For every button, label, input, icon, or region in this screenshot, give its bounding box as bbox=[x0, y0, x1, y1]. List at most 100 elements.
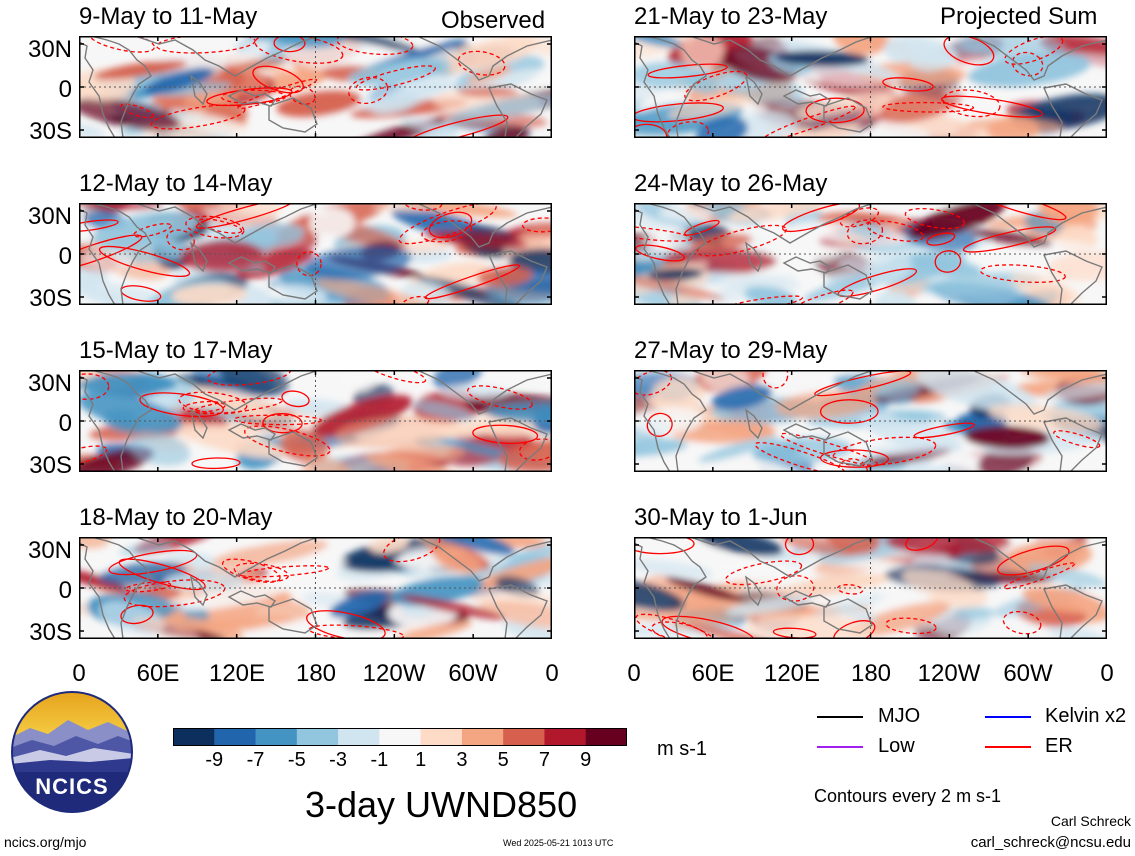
er-contour bbox=[1004, 36, 1064, 65]
er-contour bbox=[98, 245, 191, 277]
wind-anomaly-patch bbox=[892, 254, 982, 277]
er-contour bbox=[962, 226, 1057, 253]
er-contour bbox=[457, 50, 506, 76]
colorbar-swatch bbox=[338, 728, 380, 746]
wind-anomaly-patch bbox=[915, 370, 1038, 413]
legend-label-low: Low bbox=[878, 735, 915, 757]
wind-anomaly-patch bbox=[169, 108, 274, 138]
er-contour bbox=[120, 604, 154, 625]
lon-label: 120E bbox=[763, 660, 821, 687]
colorbar-swatch bbox=[585, 728, 627, 746]
wind-anomaly-patch bbox=[172, 616, 296, 632]
coastline bbox=[823, 431, 873, 467]
er-contour bbox=[206, 370, 292, 386]
coastline bbox=[782, 256, 831, 274]
er-contour bbox=[252, 65, 304, 94]
legend-label-kelvin: Kelvin x2 bbox=[1045, 705, 1127, 727]
coastline bbox=[79, 36, 152, 138]
er-contour bbox=[467, 385, 533, 410]
panel-title: 12-May to 14-May bbox=[79, 170, 273, 197]
colorbar-tick-label: 9 bbox=[580, 749, 592, 771]
wind-anomaly-patch bbox=[79, 98, 181, 131]
panel-title: 24-May to 26-May bbox=[634, 170, 828, 197]
coastline bbox=[134, 370, 320, 411]
er-contour bbox=[882, 101, 975, 113]
coastline bbox=[487, 584, 548, 639]
er-contour bbox=[296, 251, 322, 277]
wind-anomaly-patch bbox=[1005, 540, 1093, 575]
wind-anomaly-patch bbox=[179, 240, 263, 272]
wind-anomaly-patch bbox=[509, 248, 552, 275]
coastline bbox=[416, 537, 552, 582]
site-link[interactable]: ncics.org/mjo bbox=[4, 834, 87, 850]
wind-anomaly-patch bbox=[892, 409, 946, 423]
coastline bbox=[487, 83, 548, 138]
wind-anomaly-patch bbox=[836, 605, 877, 622]
wind-anomaly-patch bbox=[179, 579, 297, 611]
er-contour bbox=[725, 560, 803, 586]
lon-label: 180 bbox=[850, 660, 892, 687]
email-link[interactable]: carl_schreck@ncsu.edu bbox=[970, 834, 1131, 851]
wind-anomaly-patch bbox=[91, 211, 200, 248]
coastline bbox=[744, 575, 763, 607]
lon-label: 120W bbox=[917, 660, 981, 687]
coastline bbox=[416, 370, 552, 415]
wind-anomaly-patch bbox=[79, 123, 105, 138]
wind-anomaly-patch bbox=[781, 537, 859, 557]
lon-label: 120E bbox=[208, 660, 266, 687]
wind-anomaly-patch bbox=[864, 251, 912, 285]
coastline bbox=[268, 431, 318, 467]
colorbar-swatch bbox=[296, 728, 339, 746]
wind-anomaly-patch bbox=[678, 270, 803, 291]
wind-anomaly-patch bbox=[1042, 381, 1107, 401]
er-contour bbox=[839, 207, 880, 228]
coastline bbox=[1042, 83, 1103, 138]
coastline bbox=[1042, 584, 1103, 639]
lat-label: 0 bbox=[58, 577, 72, 604]
colorbar-tick-label: -1 bbox=[370, 749, 389, 771]
er-contour bbox=[814, 370, 912, 397]
wind-anomaly-patch bbox=[94, 60, 188, 80]
er-contour bbox=[1002, 610, 1042, 635]
er-contour bbox=[336, 36, 414, 56]
wind-anomaly-patch bbox=[910, 51, 953, 72]
colorbar-swatch bbox=[255, 728, 298, 746]
coastline bbox=[971, 36, 1107, 81]
wind-anomaly-patch bbox=[315, 278, 433, 305]
er-contour bbox=[206, 87, 293, 107]
er-contour bbox=[79, 219, 119, 233]
colorbar bbox=[173, 728, 627, 746]
wind-anomaly-patch bbox=[399, 116, 460, 138]
er-contour bbox=[472, 424, 539, 444]
column-title-projected: Projected Sum bbox=[940, 3, 1098, 30]
map-panel bbox=[79, 36, 552, 138]
er-contour bbox=[782, 203, 861, 233]
wind-anomaly-patch bbox=[741, 562, 833, 595]
er-contour bbox=[761, 105, 856, 138]
wind-anomaly-patch bbox=[191, 386, 295, 423]
coastline bbox=[634, 203, 707, 305]
wind-anomaly-patch bbox=[79, 372, 177, 396]
coastline bbox=[634, 370, 707, 472]
colorbar-tick-label: 7 bbox=[538, 749, 551, 771]
er-contour bbox=[684, 219, 720, 236]
wind-anomaly-patch bbox=[353, 422, 464, 442]
er-contour bbox=[942, 89, 1001, 118]
wind-anomaly-patch bbox=[885, 537, 1011, 555]
panel-title: 15-May to 17-May bbox=[79, 337, 273, 364]
coastline bbox=[823, 598, 873, 634]
wind-anomaly-patch bbox=[964, 425, 1050, 449]
wind-anomaly-patch bbox=[276, 90, 361, 118]
wind-anomaly-patch bbox=[504, 36, 552, 60]
er-contour bbox=[661, 615, 755, 639]
coastline bbox=[189, 241, 208, 273]
wind-anomaly-patch bbox=[695, 116, 748, 138]
wind-anomaly-patch bbox=[337, 370, 377, 392]
colorbar-swatch bbox=[544, 728, 587, 746]
er-contour bbox=[156, 36, 256, 54]
legend-line-low bbox=[817, 746, 863, 748]
er-contour bbox=[866, 220, 925, 242]
er-contour bbox=[120, 103, 154, 119]
lon-label: 0 bbox=[72, 660, 86, 687]
lon-label: 0 bbox=[545, 660, 559, 687]
